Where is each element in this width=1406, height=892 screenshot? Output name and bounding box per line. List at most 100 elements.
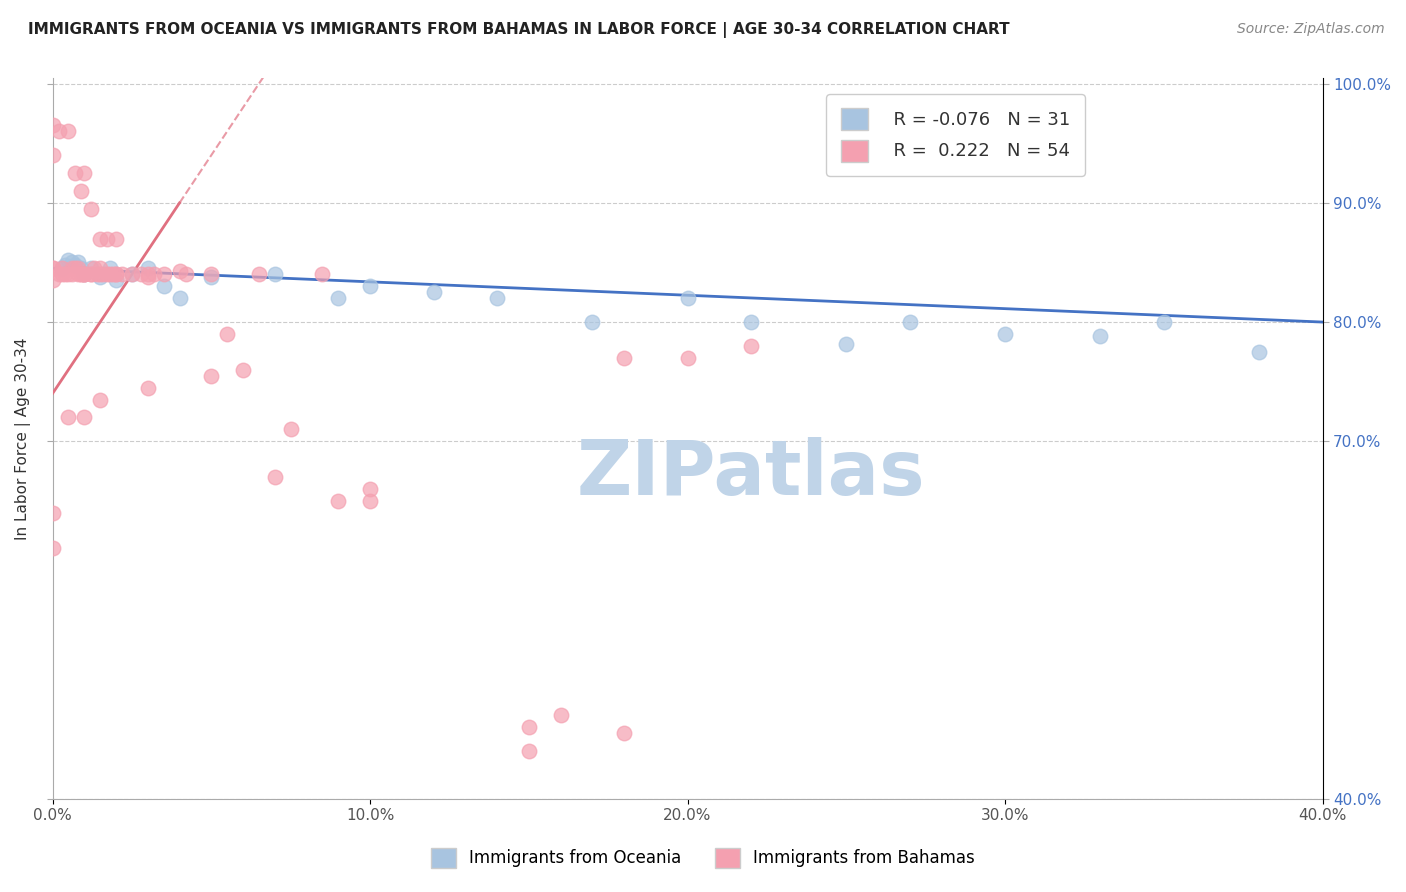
- Point: [131, 268, 153, 282]
- Legend: Immigrants from Oceania, Immigrants from Bahamas: Immigrants from Oceania, Immigrants from…: [425, 841, 981, 875]
- Text: IMMIGRANTS FROM OCEANIA VS IMMIGRANTS FROM BAHAMAS IN LABOR FORCE | AGE 30-34 CO: IMMIGRANTS FROM OCEANIA VS IMMIGRANTS FR…: [28, 22, 1010, 38]
- Point: [83, 261, 105, 276]
- Point: [60, 255, 83, 269]
- Point: [217, 326, 239, 341]
- Point: [48, 268, 70, 282]
- Point: [60, 268, 83, 282]
- Point: [152, 279, 174, 293]
- Point: [79, 202, 101, 216]
- Point: [101, 268, 124, 282]
- Point: [58, 410, 80, 425]
- Point: [79, 268, 101, 282]
- Point: [41, 261, 63, 276]
- Point: [200, 269, 222, 284]
- Point: [66, 268, 89, 282]
- Point: [359, 493, 381, 508]
- Point: [63, 166, 86, 180]
- Point: [328, 291, 350, 305]
- Point: [422, 285, 444, 300]
- Point: [105, 273, 128, 287]
- Point: [96, 268, 118, 282]
- Point: [86, 268, 108, 282]
- Point: [98, 268, 121, 282]
- Point: [581, 315, 603, 329]
- Point: [232, 363, 254, 377]
- Point: [51, 268, 73, 282]
- Point: [200, 368, 222, 383]
- Y-axis label: In Labor Force | Age 30-34: In Labor Force | Age 30-34: [15, 337, 31, 540]
- Point: [898, 315, 921, 329]
- Point: [53, 258, 76, 272]
- Legend:   R = -0.076   N = 31,   R =  0.222   N = 54: R = -0.076 N = 31, R = 0.222 N = 54: [827, 94, 1085, 176]
- Point: [517, 720, 540, 734]
- Point: [740, 315, 762, 329]
- Point: [98, 261, 121, 276]
- Point: [41, 119, 63, 133]
- Point: [136, 269, 159, 284]
- Point: [121, 268, 143, 282]
- Point: [66, 255, 89, 269]
- Point: [676, 291, 699, 305]
- Point: [73, 268, 96, 282]
- Point: [41, 273, 63, 287]
- Point: [1249, 344, 1271, 359]
- Point: [676, 351, 699, 365]
- Point: [311, 268, 333, 282]
- Point: [280, 422, 302, 436]
- Point: [73, 268, 96, 282]
- Point: [70, 184, 93, 198]
- Point: [41, 541, 63, 556]
- Point: [550, 708, 572, 723]
- Point: [152, 268, 174, 282]
- Point: [48, 124, 70, 138]
- Point: [105, 268, 128, 282]
- Point: [79, 261, 101, 276]
- Point: [1090, 329, 1112, 343]
- Point: [136, 261, 159, 276]
- Point: [111, 268, 134, 282]
- Point: [66, 261, 89, 276]
- Point: [41, 148, 63, 162]
- Point: [359, 482, 381, 496]
- Point: [70, 268, 93, 282]
- Point: [613, 351, 636, 365]
- Point: [60, 261, 83, 276]
- Point: [994, 326, 1017, 341]
- Point: [740, 339, 762, 353]
- Point: [70, 261, 93, 276]
- Point: [136, 268, 159, 282]
- Text: Source: ZipAtlas.com: Source: ZipAtlas.com: [1237, 22, 1385, 37]
- Point: [63, 258, 86, 272]
- Point: [517, 744, 540, 758]
- Point: [136, 381, 159, 395]
- Point: [200, 268, 222, 282]
- Point: [70, 268, 93, 282]
- Point: [486, 291, 509, 305]
- Point: [1153, 315, 1175, 329]
- Point: [73, 268, 96, 282]
- Point: [79, 268, 101, 282]
- Point: [58, 253, 80, 268]
- Point: [174, 268, 197, 282]
- Point: [41, 506, 63, 520]
- Point: [51, 261, 73, 276]
- Point: [105, 268, 128, 282]
- Point: [359, 279, 381, 293]
- Point: [51, 261, 73, 276]
- Point: [89, 261, 111, 276]
- Point: [89, 232, 111, 246]
- Point: [169, 264, 191, 278]
- Point: [91, 268, 114, 282]
- Point: [263, 470, 285, 484]
- Point: [73, 268, 96, 282]
- Point: [89, 392, 111, 407]
- Point: [247, 268, 270, 282]
- Point: [263, 268, 285, 282]
- Point: [41, 261, 63, 276]
- Point: [89, 269, 111, 284]
- Text: ZIPatlas: ZIPatlas: [576, 437, 925, 511]
- Point: [105, 232, 128, 246]
- Point: [63, 261, 86, 276]
- Point: [96, 232, 118, 246]
- Point: [58, 268, 80, 282]
